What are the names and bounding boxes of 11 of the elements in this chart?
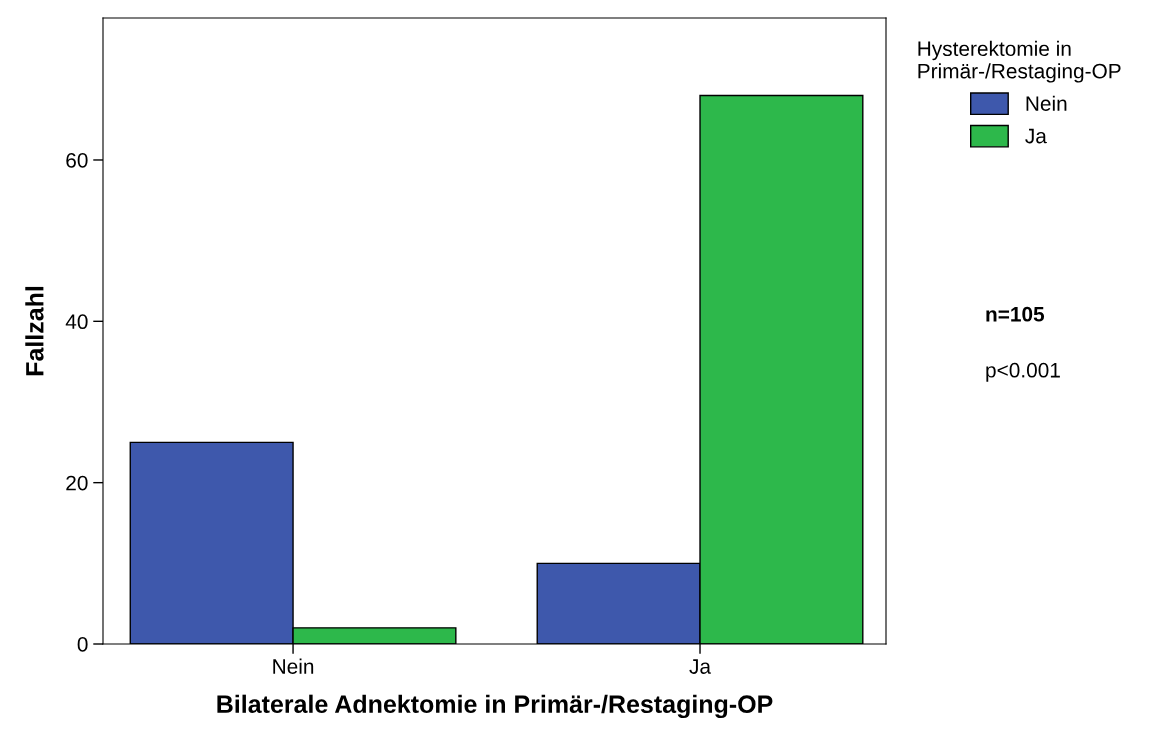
legend-label: Ja	[1025, 128, 1047, 144]
x-axis-title: Bilaterale Adnektomie in Primär-/Restaging-OP	[217, 694, 773, 719]
y-tick-label: 0	[77, 637, 88, 652]
text: p<0.001	[986, 362, 1060, 382]
y-axis-title: Fallzahl	[25, 286, 44, 376]
y-tick-label: 60	[66, 152, 88, 168]
text: n=105	[986, 306, 1045, 322]
y-tick-label: 40	[65, 314, 88, 330]
legend-label: Nein	[1026, 95, 1067, 111]
legend-title: Hysterektomie in Primär-/Restaging-OP	[918, 40, 1121, 83]
y-tick-label: 20	[66, 475, 88, 491]
